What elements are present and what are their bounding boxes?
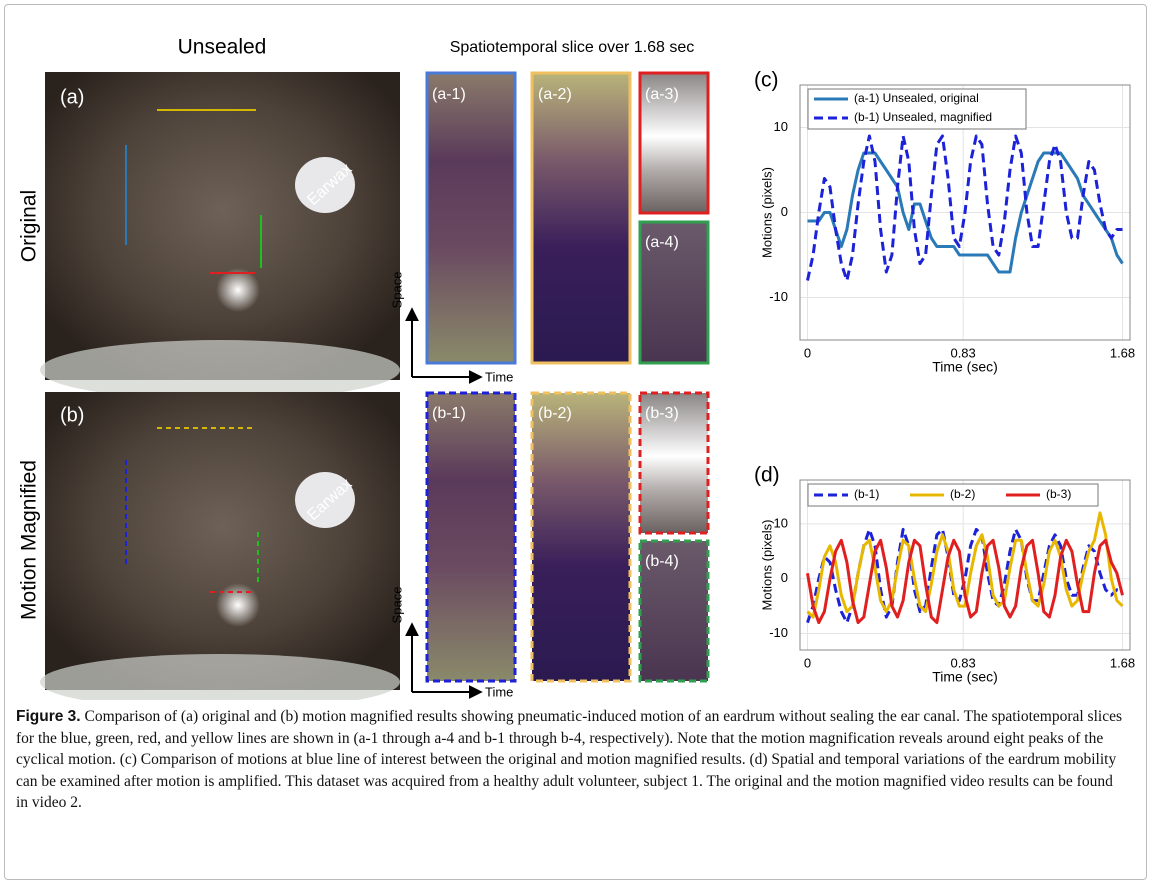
x-axis-label: Time (sec) [932,359,998,375]
series-line [806,511,1124,619]
series-line [806,134,1123,282]
axis-label: Space [389,272,404,309]
panel-label: (c) [754,69,779,92]
y-axis-label: Motions (pixels) [759,167,774,258]
slice-label: (a-4) [645,234,679,251]
axis-label: Time [485,369,513,384]
slice-label: (b-3) [645,405,679,422]
slice-label: (b-4) [645,553,679,570]
photo-label: (a) [60,86,84,108]
plot-frame [799,479,1131,651]
axes-arrows [405,307,483,699]
legend-box [807,483,1099,507]
figure-frame [4,4,1147,880]
series-line [806,538,1124,625]
photo: (a) Earwax [40,72,400,400]
legend-label: (b-2) [950,487,975,501]
figure: Unsealed Original Motion Magnified (a) E… [18,36,1135,700]
legend-label: (b-3) [1046,487,1071,501]
axis-label: Space [389,587,404,624]
legend-label: (b-1) [854,487,879,501]
x-tick-label: 0.83 [950,345,975,360]
y-tick-label: -10 [769,289,788,304]
plot-frame [799,84,1131,341]
y-tick-label: 0 [781,204,788,219]
slice-label: (a-3) [645,86,679,103]
slice-label: (b-1) [432,405,466,422]
column-title: Unsealed [178,36,267,59]
x-tick-label: 0.83 [950,655,975,670]
row-label: Original [18,190,41,262]
photo-label: (b) [60,404,84,426]
photo: (b) Earwax [40,392,400,700]
x-tick-label: 0 [804,345,811,360]
slices: (a-1) (a-2) (a-3) (a-4) (b-1) (b-2) (b-3… [425,71,710,683]
slice-label: (a-1) [432,86,466,103]
axis-label: Time [485,684,513,699]
series-line [807,151,1124,274]
x-tick-label: 1.68 [1110,345,1135,360]
caption-label: Figure 3. [16,708,81,725]
caption: Figure 3. Comparison of (a) original and… [16,706,1126,814]
row-label: Motion Magnified [18,460,41,620]
y-tick-label: 10 [774,515,788,530]
caption-text: Comparison of (a) original and (b) motio… [16,708,1122,811]
y-tick-label: 0 [781,570,788,585]
legend-box [807,88,1027,130]
slice-label: (a-2) [538,86,572,103]
panel-label: (d) [754,464,780,487]
legend-label: (b-1) Unsealed, magnified [854,110,992,124]
y-tick-label: 10 [774,119,788,134]
x-tick-label: 0 [804,655,811,670]
y-axis-label: Motions (pixels) [759,519,774,610]
x-axis-label: Time (sec) [932,669,998,685]
y-tick-label: -10 [769,625,788,640]
slice-label: (b-2) [538,405,572,422]
slice-title: Spatiotemporal slice over 1.68 sec [450,39,695,56]
legend-label: (a-1) Unsealed, original [854,91,979,105]
x-tick-label: 1.68 [1110,655,1135,670]
